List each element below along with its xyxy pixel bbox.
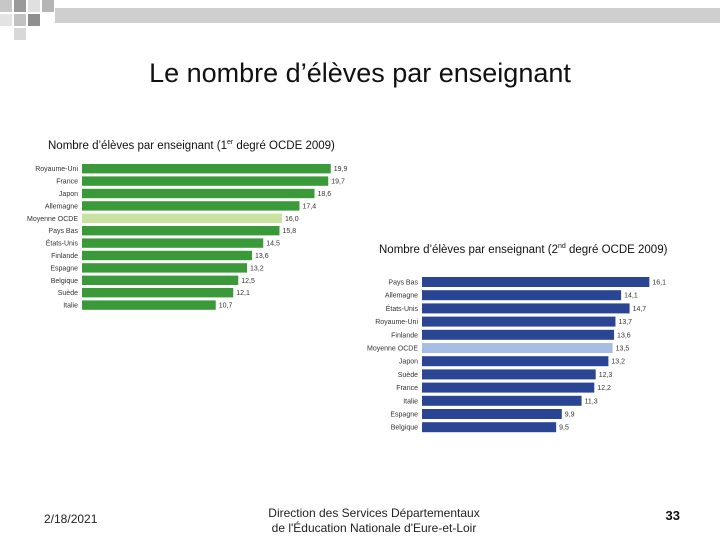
category-label: Finlande <box>391 332 418 339</box>
value-label: 9,5 <box>559 425 569 432</box>
category-label: Allemagne <box>385 293 418 300</box>
category-label: Moyenne OCDE <box>367 346 418 353</box>
caption-text: Nombre d’élèves par enseignant (1 <box>48 139 227 152</box>
bar <box>82 263 247 273</box>
value-label: 14,5 <box>266 241 280 248</box>
category-label: États-Unis <box>46 239 79 248</box>
bar <box>82 188 315 199</box>
value-label: 14,7 <box>633 306 647 313</box>
category-label: France <box>56 179 78 186</box>
bar <box>422 382 595 393</box>
bar <box>82 164 331 174</box>
bar <box>82 201 300 211</box>
category-label: Suède <box>398 372 418 379</box>
value-label: 19,7 <box>331 179 345 186</box>
value-label: 17,4 <box>303 203 317 210</box>
category-label: Suède <box>58 290 78 297</box>
bar <box>422 343 613 353</box>
category-label: Japon <box>399 359 418 366</box>
caption-text: degré OCDE 2009) <box>233 139 335 152</box>
bar <box>82 300 216 310</box>
value-label: 13,7 <box>618 319 632 326</box>
category-label: Belgique <box>391 425 418 432</box>
bar <box>82 213 282 223</box>
value-label: 12,3 <box>599 372 613 379</box>
value-label: 9,9 <box>565 412 575 419</box>
caption-text: degré OCDE 2009) <box>565 243 668 256</box>
bar <box>82 288 234 298</box>
bar <box>82 250 252 261</box>
value-label: 10,7 <box>219 303 233 310</box>
deco-square <box>0 0 12 12</box>
category-label: Pays Bas <box>388 280 418 287</box>
value-label: 11,3 <box>585 398 598 405</box>
category-label: Moyenne OCDE <box>27 216 78 223</box>
bar <box>422 369 596 380</box>
deco-square <box>14 0 26 12</box>
bar <box>422 316 616 327</box>
decorative-header <box>0 0 720 40</box>
footer-organization: Direction des Services Départementaux de… <box>240 506 508 536</box>
category-label: Italie <box>403 398 418 405</box>
caption-text: Nombre d’élèves par enseignant (2 <box>379 243 558 256</box>
value-label: 16,1 <box>652 280 666 287</box>
value-label: 16,0 <box>285 216 299 223</box>
bar <box>422 277 650 287</box>
deco-square <box>0 14 12 26</box>
deco-square <box>14 14 26 26</box>
value-label: 14,1 <box>624 293 638 300</box>
category-label: Belgique <box>51 278 78 285</box>
caption-superscript: er <box>227 139 234 146</box>
category-label: Japon <box>59 191 78 198</box>
category-label: Espagne <box>390 412 418 419</box>
chart-caption-primary: Nombre d’élèves par enseignant (1er degr… <box>48 136 338 153</box>
category-label: États-Unis <box>386 304 419 313</box>
category-label: Royaume-Uni <box>35 166 78 173</box>
slide-title: Le nombre d’élèves par enseignant <box>149 58 571 88</box>
footer-line: Direction des Services Départementaux <box>268 506 480 520</box>
deco-square <box>28 0 40 12</box>
bar <box>422 303 630 314</box>
category-label: Finlande <box>51 253 78 260</box>
bar <box>422 356 609 367</box>
bar <box>82 226 280 236</box>
category-label: Royaume-Uni <box>375 319 418 326</box>
bar <box>82 176 329 186</box>
value-label: 13,5 <box>616 346 630 353</box>
bar <box>422 422 557 433</box>
footer-date: 2/18/2021 <box>44 512 98 526</box>
category-label: France <box>396 385 418 392</box>
category-label: Pays Bas <box>48 228 78 235</box>
value-label: 13,2 <box>611 359 625 366</box>
chart-caption-secondary: Nombre d’élèves par enseignant (2nd degr… <box>379 240 669 257</box>
caption-superscript: nd <box>558 243 566 250</box>
category-label: Allemagne <box>45 203 78 210</box>
value-label: 12,2 <box>597 385 611 392</box>
bar <box>82 238 264 248</box>
header-band <box>55 8 720 23</box>
bar-chart-secondary: Pays Bas 16,1 Allemagne 14,1 États-Unis 14,7 R… <box>367 277 666 433</box>
page-number: 33 <box>665 508 680 523</box>
value-label: 13,6 <box>255 253 269 260</box>
value-label: 15,8 <box>283 228 297 235</box>
bar <box>422 290 622 301</box>
deco-square <box>14 28 26 40</box>
value-label: 12,1 <box>236 290 250 297</box>
bar <box>422 409 562 419</box>
value-label: 12,5 <box>241 278 255 285</box>
value-label: 18,6 <box>318 191 332 198</box>
footer-line: de l'Éducation Nationale d'Eure-et-Loir <box>271 521 477 535</box>
value-label: 19,9 <box>334 166 348 173</box>
category-label: Espagne <box>50 265 78 272</box>
bar-chart-primary: Royaume-Uni 19,9 France 19,7 Japon 18,6 Allema… <box>27 164 348 310</box>
bar <box>422 329 615 340</box>
bar <box>422 395 582 406</box>
deco-square <box>42 0 54 12</box>
bar <box>82 275 239 285</box>
value-label: 13,2 <box>250 265 264 272</box>
deco-square <box>28 14 40 26</box>
category-label: Italie <box>63 303 78 310</box>
value-label: 13,6 <box>617 332 631 339</box>
